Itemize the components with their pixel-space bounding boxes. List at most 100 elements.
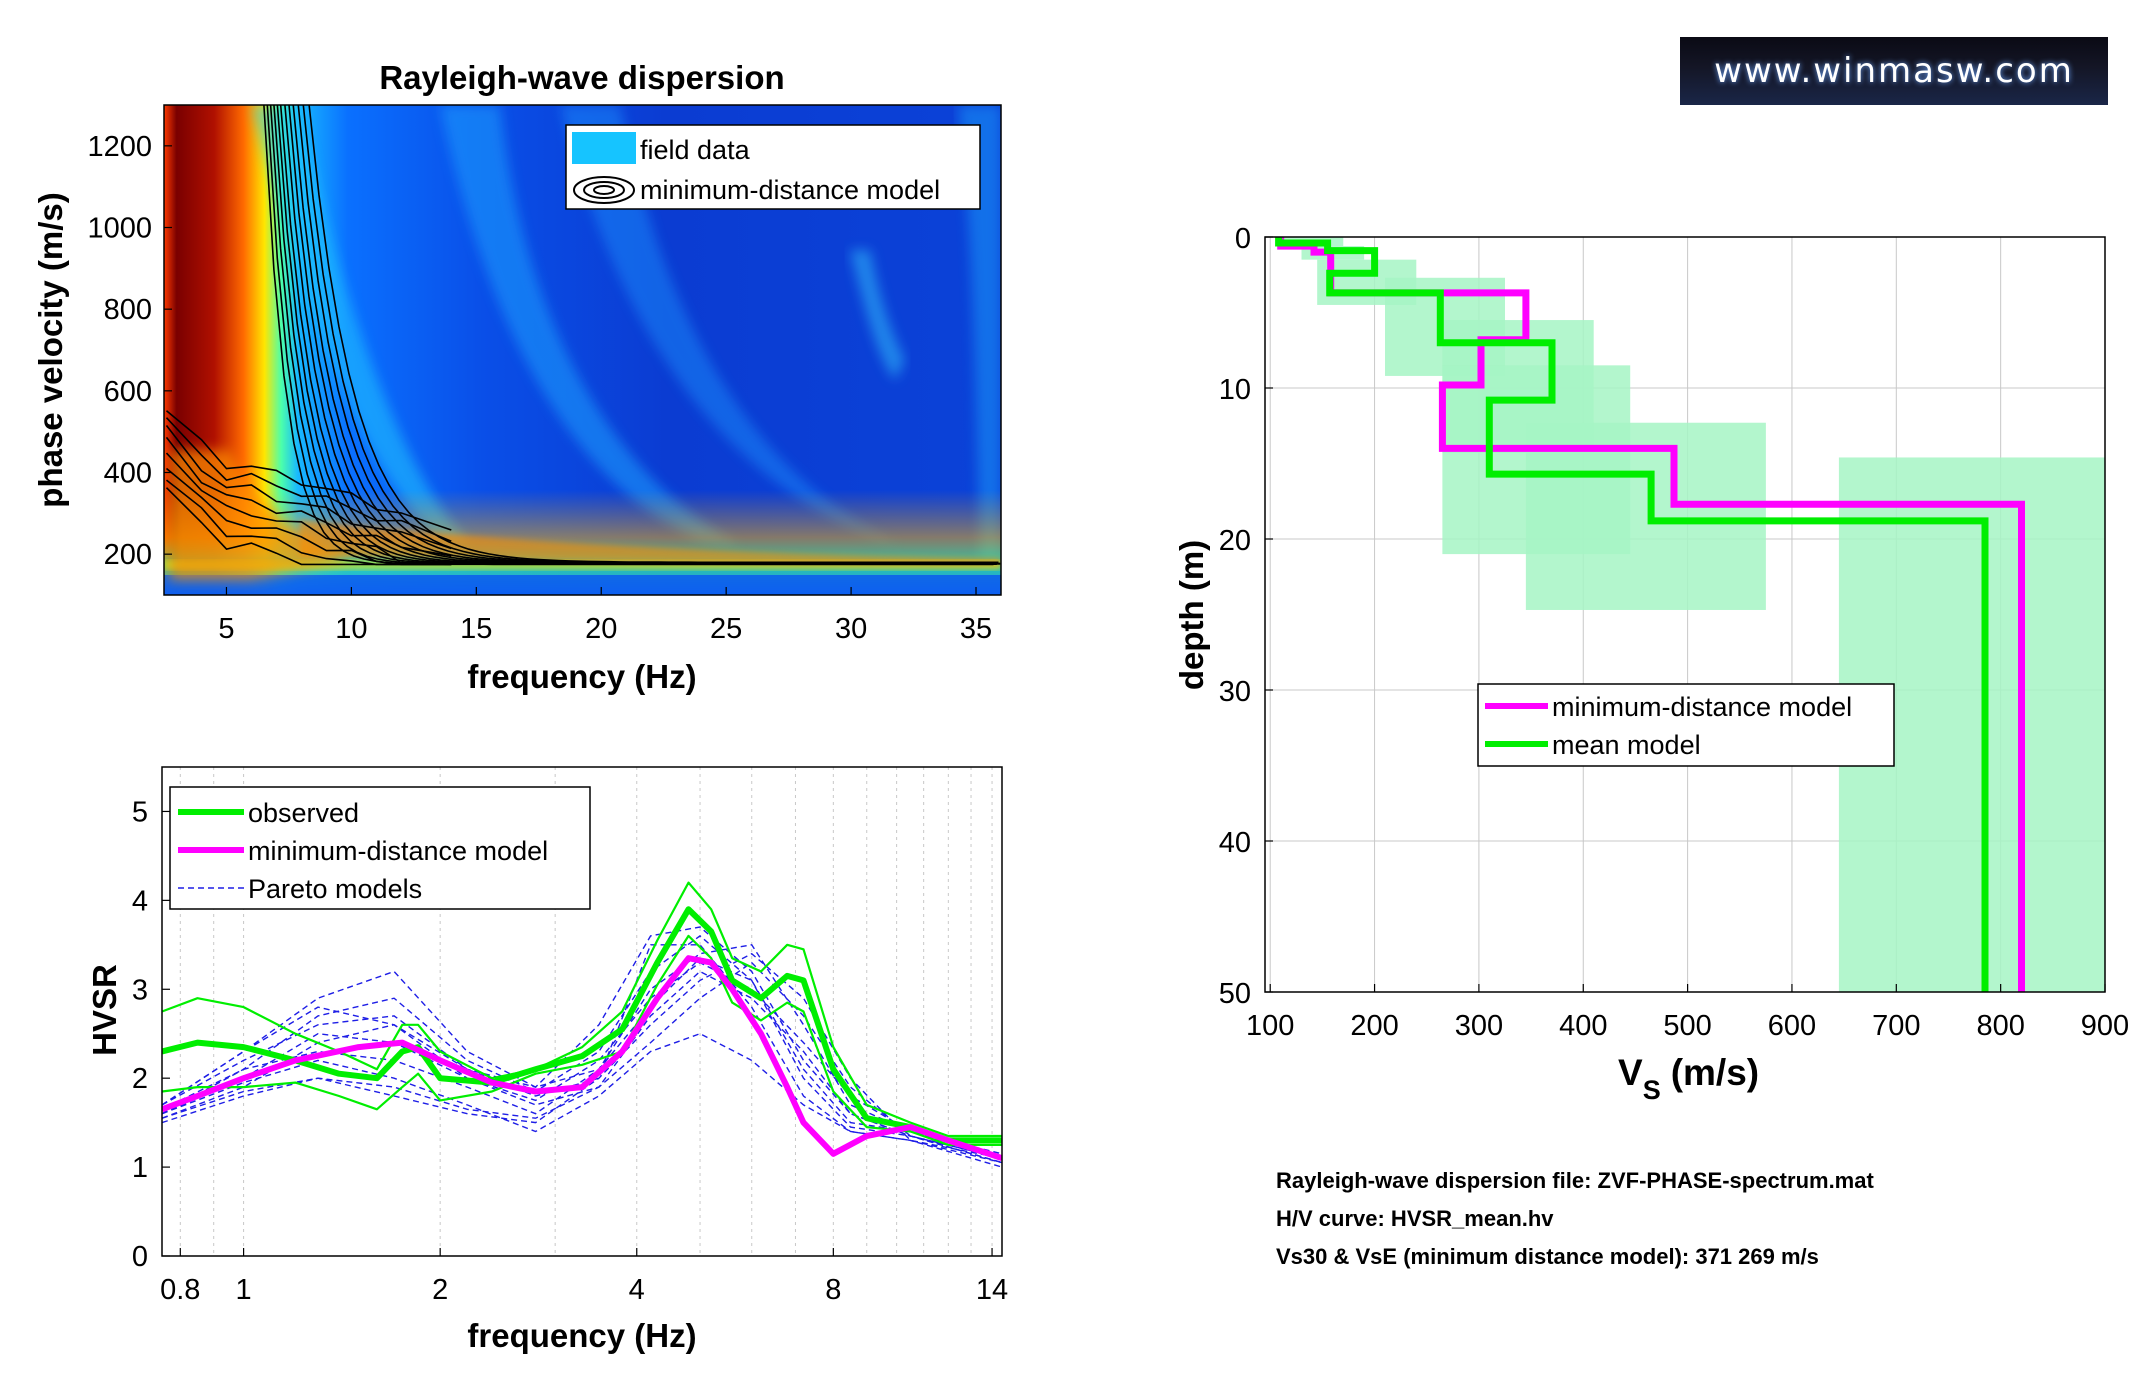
x-tick-label: 2	[432, 1274, 448, 1306]
y-tick-label: 5	[132, 796, 148, 828]
hvsr-model-curve	[162, 955, 1002, 1162]
dispersion-y-ticks: 200 400 600 800 1000 1200	[87, 131, 172, 571]
winmasw-logo[interactable]: www.winmasw.com	[1680, 37, 2108, 105]
pareto-curve	[162, 944, 1002, 1168]
hvsr-xlabel: frequency (Hz)	[467, 1317, 696, 1354]
y-tick-label: 1000	[87, 213, 152, 245]
hvsr-y-ticks: 0 1 2 3 4 5	[132, 796, 170, 1273]
y-tick-label: 2	[132, 1063, 148, 1095]
contour-line	[165, 487, 452, 566]
x-tick-label: 200	[1350, 1010, 1398, 1042]
y-tick-label: 0	[132, 1241, 148, 1273]
x-tick-label: 5	[218, 613, 234, 645]
pareto-curve	[162, 1032, 1002, 1164]
dispersion-panel: Rayleigh-wave dispersion 5 10 15 20 25 30 35 2…	[32, 59, 1002, 695]
contour-line	[165, 425, 452, 550]
vs-xlabel: VS (m/s)	[1618, 1052, 1759, 1105]
contour-line	[165, 436, 452, 557]
y-tick-label: 30	[1219, 676, 1251, 708]
y-tick-label: 1	[132, 1152, 148, 1184]
x-tick-label: 700	[1872, 1010, 1920, 1042]
legend-pareto: Pareto models	[248, 874, 422, 904]
info-line-dispersion-file: Rayleigh-wave dispersion file: ZVF-PHASE…	[1276, 1168, 1874, 1193]
y-tick-label: 40	[1219, 827, 1251, 859]
y-tick-label: 20	[1219, 525, 1251, 557]
x-tick-label: 100	[1246, 1010, 1294, 1042]
x-tick-label: 500	[1663, 1010, 1711, 1042]
contour-line	[165, 452, 452, 566]
y-tick-label: 400	[104, 458, 152, 490]
x-tick-label: 14	[976, 1274, 1008, 1306]
x-tick-label: 15	[460, 613, 492, 645]
field-data-swatch	[572, 132, 636, 164]
pareto-curve	[162, 970, 1002, 1164]
y-tick-label: 3	[132, 974, 148, 1006]
info-line-hv-curve: H/V curve: HVSR_mean.hv	[1276, 1206, 1554, 1231]
contour-line	[308, 105, 999, 564]
contour-line	[165, 417, 452, 542]
hvsr-axes-box	[161, 766, 1003, 1257]
pareto-curve	[162, 935, 1002, 1164]
x-tick-label: 0.8	[160, 1274, 200, 1306]
x-tick-label: 10	[335, 613, 367, 645]
hvsr-x-ticks: 0.8 1 2 4 8 14	[160, 1248, 1008, 1306]
legend-vs-model: minimum-distance model	[1552, 692, 1852, 722]
y-tick-label: 200	[104, 539, 152, 571]
hvsr-legend: observed minimum-distance model Pareto m…	[169, 786, 591, 910]
x-tick-label: 35	[960, 613, 992, 645]
pareto-curve	[162, 926, 1002, 1159]
x-tick-label: 20	[585, 613, 617, 645]
legend-min-distance: minimum-distance model	[640, 175, 940, 205]
dispersion-ylabel: phase velocity (m/s)	[32, 192, 69, 507]
y-tick-label: 4	[132, 885, 148, 917]
y-tick-label: 0	[1235, 223, 1251, 255]
dispersion-legend: field data minimum-distance model	[565, 124, 981, 210]
contour-icon	[573, 176, 635, 204]
legend-field-data: field data	[640, 135, 751, 165]
x-tick-label: 1	[236, 1274, 252, 1306]
hvsr-series	[162, 881, 1002, 1162]
contour-line	[165, 467, 452, 566]
hvsr-ylabel: HVSR	[86, 964, 123, 1056]
legend-observed: observed	[248, 798, 359, 828]
vs-profile-panel: 100 200 300 400 500 600 700 800 900 01020304050 …	[1173, 223, 2129, 1105]
vs-legend: minimum-distance model mean model	[1477, 683, 1895, 767]
x-tick-label: 25	[710, 613, 742, 645]
y-tick-label: 600	[104, 376, 152, 408]
dispersion-xlabel: frequency (Hz)	[467, 658, 696, 695]
y-tick-label: 800	[104, 294, 152, 326]
legend-vs-mean: mean model	[1552, 730, 1701, 760]
x-tick-label: 400	[1559, 1010, 1607, 1042]
info-line-vs30: Vs30 & VsE (minimum distance model): 371…	[1276, 1244, 1819, 1269]
vs-x-ticks: 100 200 300 400 500 600 700 800 900	[1246, 984, 2129, 1042]
y-tick-label: 50	[1219, 978, 1251, 1010]
x-tick-label: 800	[1976, 1010, 2024, 1042]
hvsr-panel: 0.8 1 2 4 8 14 0 1 2 3 4 5 frequency (Hz) HVSR obs…	[86, 766, 1008, 1354]
contour-line	[165, 410, 452, 531]
x-tick-label: 4	[629, 1274, 645, 1306]
dispersion-axes-box	[163, 104, 1002, 596]
y-tick-label: 1200	[87, 131, 152, 163]
x-tick-label: 900	[2081, 1010, 2129, 1042]
x-tick-label: 600	[1768, 1010, 1816, 1042]
pareto-curve	[162, 961, 1002, 1159]
x-tick-label: 30	[835, 613, 867, 645]
uncertainty-band	[1525, 422, 1766, 610]
model-contours	[165, 105, 1001, 566]
hvsr-grid	[179, 767, 993, 1256]
pareto-curve	[162, 957, 1002, 1159]
y-tick-label: 10	[1219, 374, 1251, 406]
legend-model: minimum-distance model	[248, 836, 548, 866]
mean-model-profile	[1275, 237, 1989, 992]
x-tick-label: 300	[1455, 1010, 1503, 1042]
dispersion-x-ticks: 5 10 15 20 25 30 35	[218, 587, 992, 645]
dispersion-title: Rayleigh-wave dispersion	[379, 59, 784, 96]
vs-y-ticks: 0 10 20 30 40 50	[1219, 223, 1273, 1010]
vs-axes-box	[1264, 236, 2106, 993]
pareto-curve	[162, 952, 1002, 1159]
x-tick-label: 8	[825, 1274, 841, 1306]
hvsr-observed-curve	[162, 906, 1002, 1144]
logo-text: www.winmasw.com	[1714, 51, 2074, 91]
vs-ylabel: depth (m)	[1173, 540, 1210, 690]
